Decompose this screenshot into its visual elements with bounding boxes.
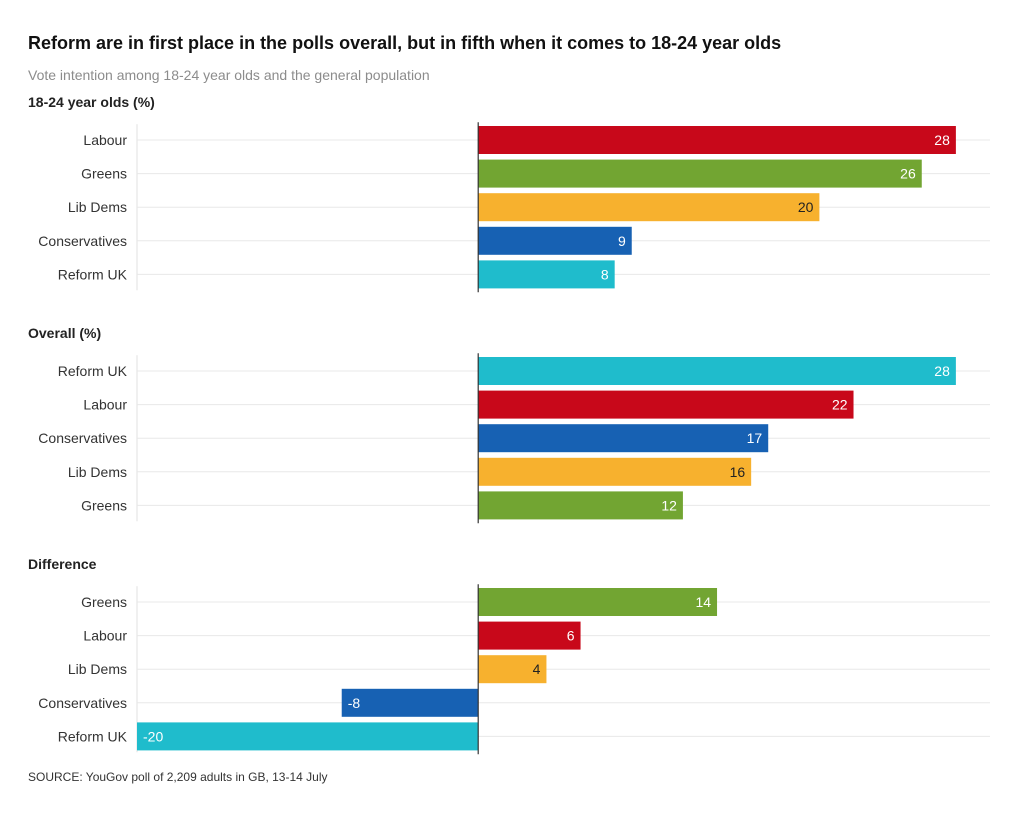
overall-label-greens: Greens xyxy=(81,497,127,513)
overall-label-lib-dems: Lib Dems xyxy=(68,464,127,480)
overall-value-conservatives: 17 xyxy=(747,430,763,446)
overall-bar-lib-dems xyxy=(478,457,752,486)
youth-value-conservatives: 9 xyxy=(618,233,626,249)
overall-bar-greens xyxy=(478,491,683,520)
difference-value-lib-dems: 4 xyxy=(533,661,541,677)
overall-panel-title: Overall (%) xyxy=(28,325,101,341)
difference-bar-conservatives xyxy=(341,688,479,717)
youth-label-labour: Labour xyxy=(83,132,127,148)
difference-value-conservatives: -8 xyxy=(348,695,361,711)
difference-label-greens: Greens xyxy=(81,594,127,610)
youth-label-reform-uk: Reform UK xyxy=(58,266,128,282)
youth-label-greens: Greens xyxy=(81,166,127,182)
difference-value-labour: 6 xyxy=(567,628,575,644)
youth-bar-reform-uk xyxy=(478,260,615,289)
overall-label-labour: Labour xyxy=(83,397,127,413)
difference-bar-reform-uk xyxy=(137,722,479,751)
difference-value-greens: 14 xyxy=(695,594,711,610)
overall-label-conservatives: Conservatives xyxy=(38,430,127,446)
difference-value-reform-uk: -20 xyxy=(143,728,163,744)
difference-bar-labour xyxy=(478,621,581,650)
youth-panel: 18-24 year olds (%) Labour 28 Greens 26 Lib D… xyxy=(28,94,990,293)
source-note: SOURCE: YouGov poll of 2,209 adults in G… xyxy=(28,770,328,784)
youth-value-greens: 26 xyxy=(900,166,916,182)
overall-value-lib-dems: 16 xyxy=(730,464,746,480)
youth-value-lib-dems: 20 xyxy=(798,199,814,215)
youth-label-lib-dems: Lib Dems xyxy=(68,199,127,215)
difference-bar-greens xyxy=(478,588,718,616)
overall-bar-labour xyxy=(478,390,854,419)
difference-label-conservatives: Conservatives xyxy=(38,695,127,711)
difference-panel-title: Difference xyxy=(28,556,97,572)
difference-label-lib-dems: Lib Dems xyxy=(68,661,127,677)
overall-value-greens: 12 xyxy=(661,497,677,513)
difference-label-reform-uk: Reform UK xyxy=(58,728,128,744)
difference-bar-lib-dems xyxy=(478,655,547,684)
overall-value-labour: 22 xyxy=(832,397,848,413)
youth-value-reform-uk: 8 xyxy=(601,266,609,282)
difference-label-labour: Labour xyxy=(83,628,127,644)
chart-title: Reform are in first place in the polls o… xyxy=(28,33,782,53)
youth-bar-lib-dems xyxy=(478,193,820,222)
overall-bar-conservatives xyxy=(478,424,769,453)
chart-subtitle: Vote intention among 18-24 year olds and… xyxy=(28,67,430,83)
overall-label-reform-uk: Reform UK xyxy=(58,363,128,379)
overall-panel: Overall (%) Reform UK 28 Labour 22 Conservati… xyxy=(28,325,990,524)
youth-panel-title: 18-24 year olds (%) xyxy=(28,94,155,110)
overall-value-reform-uk: 28 xyxy=(934,363,950,379)
difference-panel: Difference Greens 14 Labour 6 Lib Dems 4 Conser… xyxy=(28,556,990,755)
youth-bar-labour xyxy=(478,126,956,154)
youth-value-labour: 28 xyxy=(934,132,950,148)
youth-bar-conservatives xyxy=(478,226,632,255)
overall-bar-reform-uk xyxy=(478,357,956,385)
youth-label-conservatives: Conservatives xyxy=(38,233,127,249)
youth-bar-greens xyxy=(478,159,922,188)
